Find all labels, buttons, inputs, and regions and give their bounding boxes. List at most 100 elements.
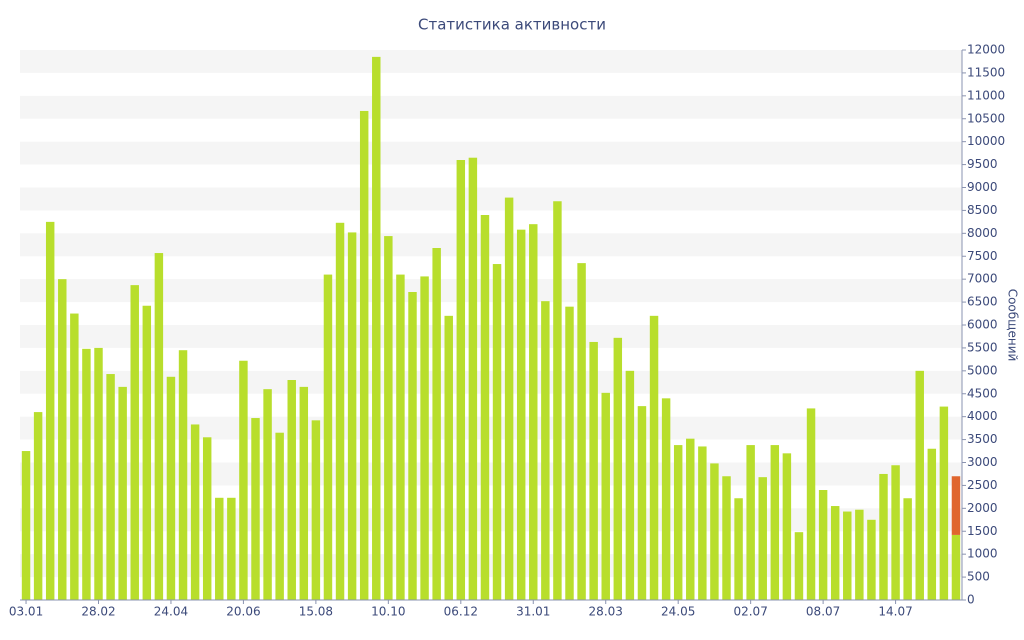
bar — [637, 406, 647, 600]
bar — [734, 498, 743, 600]
y-axis-label: Сообщений — [1006, 289, 1020, 362]
bar — [601, 392, 610, 600]
y-tick-label: 5500 — [967, 340, 998, 354]
y-tick-label: 9000 — [967, 180, 998, 194]
x-tick-label: 14.07 — [878, 605, 912, 619]
bar — [722, 476, 731, 600]
x-tick-label: 03.01 — [9, 605, 43, 619]
bar — [215, 497, 224, 600]
bar — [577, 263, 586, 600]
x-tick-label: 28.03 — [589, 605, 623, 619]
y-tick-label: 1000 — [967, 547, 998, 561]
bar — [903, 498, 912, 600]
bar — [794, 532, 804, 600]
x-tick-label: 28.02 — [81, 605, 115, 619]
y-tick-label: 1500 — [967, 524, 998, 538]
bar — [770, 445, 780, 600]
bar — [698, 446, 707, 600]
y-tick-label: 6500 — [967, 295, 998, 309]
bar — [178, 350, 188, 600]
grid-band — [20, 325, 962, 348]
x-tick-label: 31.01 — [516, 605, 550, 619]
bar — [311, 420, 321, 600]
bar — [432, 248, 441, 600]
bar — [94, 347, 103, 600]
bar — [190, 424, 200, 600]
bar — [891, 465, 900, 600]
bar — [818, 490, 828, 600]
bar — [420, 276, 429, 600]
y-tick-label: 10500 — [967, 111, 1005, 125]
bar — [275, 432, 284, 600]
bar — [396, 274, 405, 600]
x-tick-label: 20.06 — [226, 605, 260, 619]
bar — [915, 370, 924, 600]
bar — [372, 56, 381, 600]
bar — [625, 370, 635, 600]
bar — [70, 313, 79, 600]
y-tick-label: 0 — [967, 593, 975, 607]
bar — [130, 285, 139, 600]
grid-band — [20, 233, 962, 257]
bar — [867, 519, 876, 600]
x-tick-label: 24.04 — [154, 605, 188, 619]
y-tick-label: 500 — [967, 570, 990, 584]
bar — [45, 221, 55, 600]
bar — [661, 398, 671, 600]
y-tick-label: 9500 — [967, 157, 998, 171]
chart-title: Статистика активности — [418, 16, 606, 34]
bar — [299, 386, 309, 600]
bar — [166, 376, 176, 600]
bar — [251, 418, 260, 600]
x-tick-label: 06.12 — [444, 605, 478, 619]
bar — [408, 292, 417, 600]
grid-band — [20, 95, 962, 119]
bar — [492, 264, 502, 600]
bar — [951, 534, 961, 600]
bar — [335, 222, 345, 600]
x-tick-label: 24.05 — [661, 605, 695, 619]
y-tick-label: 4000 — [967, 409, 998, 423]
y-tick-label: 11500 — [967, 65, 1005, 79]
bar — [263, 389, 272, 600]
bar — [480, 215, 490, 600]
x-tick-label: 02.07 — [733, 605, 767, 619]
y-tick-label: 2500 — [967, 478, 998, 492]
bar — [33, 412, 43, 600]
bar — [830, 506, 840, 600]
y-tick-label: 10000 — [967, 134, 1005, 148]
bar — [58, 279, 67, 600]
bar — [154, 253, 164, 600]
bar — [444, 315, 453, 600]
bar — [939, 406, 949, 600]
bar — [879, 473, 888, 600]
bar — [686, 438, 695, 600]
bar — [82, 348, 91, 600]
bar — [384, 236, 393, 601]
y-tick-label: 3000 — [967, 455, 998, 469]
bar — [118, 386, 127, 600]
bar — [202, 437, 212, 600]
bar — [21, 451, 31, 600]
bar — [927, 448, 937, 600]
bar — [227, 497, 236, 600]
bar — [504, 197, 514, 601]
bar — [806, 408, 816, 600]
grid-band — [20, 279, 962, 303]
x-tick-label: 08.07 — [806, 605, 840, 619]
bar — [565, 306, 574, 600]
bar — [516, 229, 526, 600]
bar — [673, 445, 683, 600]
x-tick-label: 10.10 — [371, 605, 405, 619]
bar — [613, 337, 623, 600]
bar — [553, 201, 562, 600]
y-tick-label: 12000 — [967, 43, 1005, 57]
bar — [589, 341, 598, 600]
y-tick-label: 6000 — [967, 318, 998, 332]
y-tick-label: 7000 — [967, 272, 998, 286]
y-tick-label: 8000 — [967, 226, 998, 240]
y-tick-label: 7500 — [967, 249, 998, 263]
bar — [347, 232, 357, 600]
bar — [541, 301, 550, 600]
